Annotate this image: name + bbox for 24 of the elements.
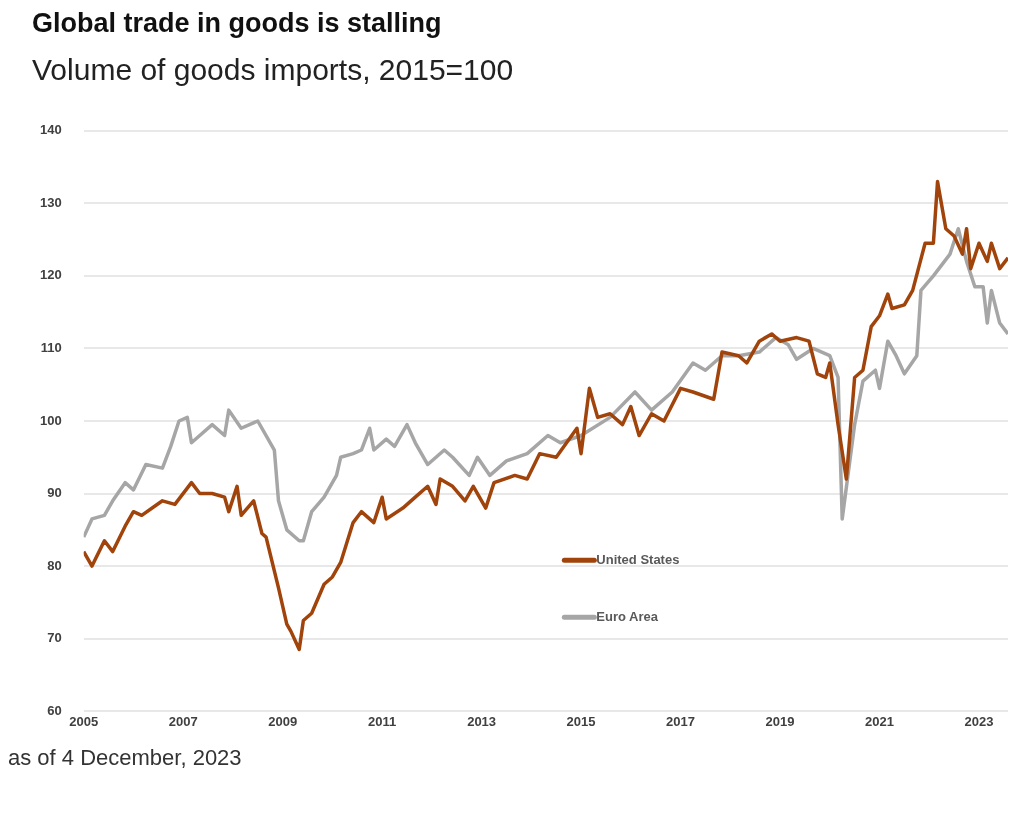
x-tick-label: 2005 xyxy=(69,713,99,729)
x-tick-label: 2011 xyxy=(368,713,397,729)
y-tick-label: 70 xyxy=(47,630,62,646)
y-tick-label: 80 xyxy=(47,557,62,573)
chart-title: Global trade in goods is stalling xyxy=(32,8,443,39)
text: as of 4 December, 2023 xyxy=(8,745,243,771)
y-tick-label: 60 xyxy=(47,702,62,718)
y-tick-label: 110 xyxy=(40,340,62,356)
y-tick-label: 130 xyxy=(39,194,62,210)
chart-subtitle: Volume of goods imports, 2015=100 xyxy=(32,53,515,87)
x-tick-label: 2009 xyxy=(268,713,298,729)
x-tick-label: 2019 xyxy=(765,713,795,729)
y-tick-label: 120 xyxy=(39,267,62,283)
x-tick-label: 2007 xyxy=(168,713,198,729)
x-tick-label: 2021 xyxy=(865,713,894,729)
x-tick-label: 2023 xyxy=(964,713,994,729)
legend-label: Euro Area xyxy=(596,608,659,624)
y-tick-label: 140 xyxy=(39,122,62,138)
x-tick-label: 2013 xyxy=(467,713,497,729)
x-tick-label: 2015 xyxy=(566,713,596,729)
y-tick-label: 100 xyxy=(39,412,62,428)
y-tick-label: 90 xyxy=(47,485,62,501)
legend-label: United States xyxy=(596,551,680,567)
x-tick-label: 2017 xyxy=(666,713,696,729)
